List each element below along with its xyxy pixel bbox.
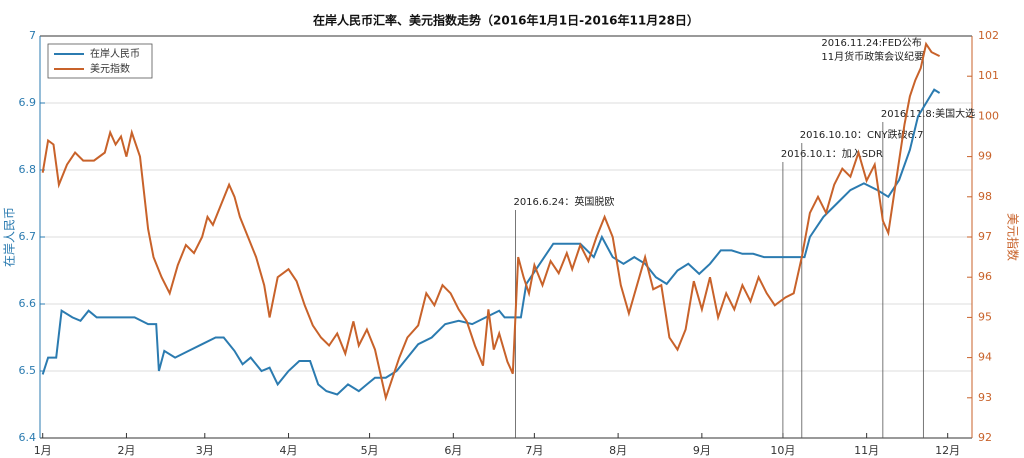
x-tick-label: 6月 bbox=[444, 444, 462, 457]
y2-tick-label: 100 bbox=[978, 109, 999, 122]
legend-label: 美元指数 bbox=[90, 62, 130, 75]
y2-tick-label: 101 bbox=[978, 69, 999, 82]
y-tick-label: 6.8 bbox=[19, 163, 37, 176]
chart-title: 在岸人民币汇率、美元指数走势（2016年1月1日-2016年11月28日） bbox=[313, 13, 699, 28]
y2-tick-label: 94 bbox=[978, 351, 992, 364]
annotation-text: 2016.11.24:FED公布 bbox=[821, 37, 921, 49]
y-tick-label: 6.6 bbox=[19, 297, 37, 310]
x-tick-label: 4月 bbox=[280, 444, 298, 457]
y-tick-label: 7 bbox=[29, 29, 36, 42]
y-tick-label: 6.7 bbox=[19, 230, 37, 243]
y2-tick-label: 95 bbox=[978, 310, 992, 323]
y-tick-label: 6.9 bbox=[19, 96, 37, 109]
x-tick-label: 2月 bbox=[117, 444, 135, 457]
y-axis-label: 在岸人民币 bbox=[3, 207, 17, 267]
y-tick-label: 6.4 bbox=[19, 431, 37, 444]
x-tick-label: 12月 bbox=[935, 444, 960, 457]
y-tick-label: 6.5 bbox=[19, 364, 37, 377]
annotation-text: 2016.6.24：英国脱欧 bbox=[513, 195, 614, 208]
data-line bbox=[41, 41, 941, 402]
annotation-text: 2016.11.8:美国大选 bbox=[881, 107, 975, 120]
annotation-text: 2016.10.1：加入SDR bbox=[781, 148, 883, 160]
x-tick-label: 1月 bbox=[34, 444, 52, 457]
y2-tick-label: 98 bbox=[978, 190, 992, 203]
annotation-text: 11月货币政策会议纪要 bbox=[821, 50, 924, 63]
data-line bbox=[41, 88, 941, 396]
annotation-text: 2016.10.10：CNY跌破6.7 bbox=[800, 128, 924, 141]
y2-axis-label: 美元指数 bbox=[1006, 213, 1021, 261]
y2-tick-label: 97 bbox=[978, 230, 992, 243]
y2-tick-label: 102 bbox=[978, 29, 999, 42]
legend-box bbox=[47, 43, 153, 79]
y2-tick-label: 99 bbox=[978, 150, 992, 163]
legend-label: 在岸人民币 bbox=[90, 48, 140, 60]
x-tick-label: 7月 bbox=[525, 444, 543, 457]
x-tick-label: 9月 bbox=[693, 444, 711, 457]
y2-tick-label: 92 bbox=[978, 431, 992, 444]
y2-tick-label: 93 bbox=[978, 391, 992, 404]
x-tick-label: 8月 bbox=[609, 444, 627, 457]
x-tick-label: 3月 bbox=[196, 444, 214, 457]
y2-tick-label: 96 bbox=[978, 270, 992, 283]
x-tick-label: 5月 bbox=[361, 444, 379, 457]
x-tick-label: 10月 bbox=[770, 444, 795, 457]
x-tick-label: 11月 bbox=[854, 444, 879, 457]
